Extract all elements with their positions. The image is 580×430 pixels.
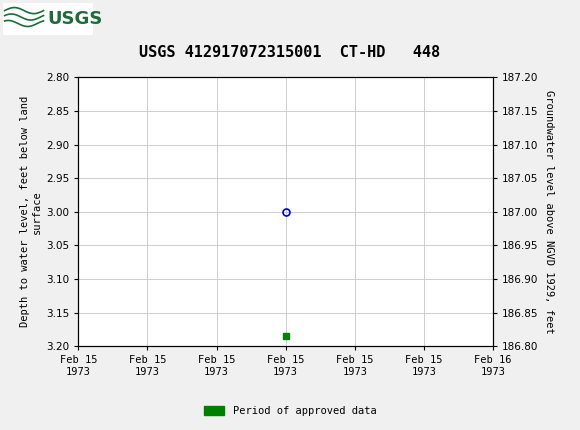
Text: USGS 412917072315001  CT-HD   448: USGS 412917072315001 CT-HD 448 [139,45,441,60]
Y-axis label: Groundwater level above NGVD 1929, feet: Groundwater level above NGVD 1929, feet [544,90,554,334]
Legend: Period of approved data: Period of approved data [200,402,380,421]
Bar [3,3,93,35]
Y-axis label: Depth to water level, feet below land
surface: Depth to water level, feet below land su… [20,96,42,327]
Text: USGS: USGS [48,10,103,28]
